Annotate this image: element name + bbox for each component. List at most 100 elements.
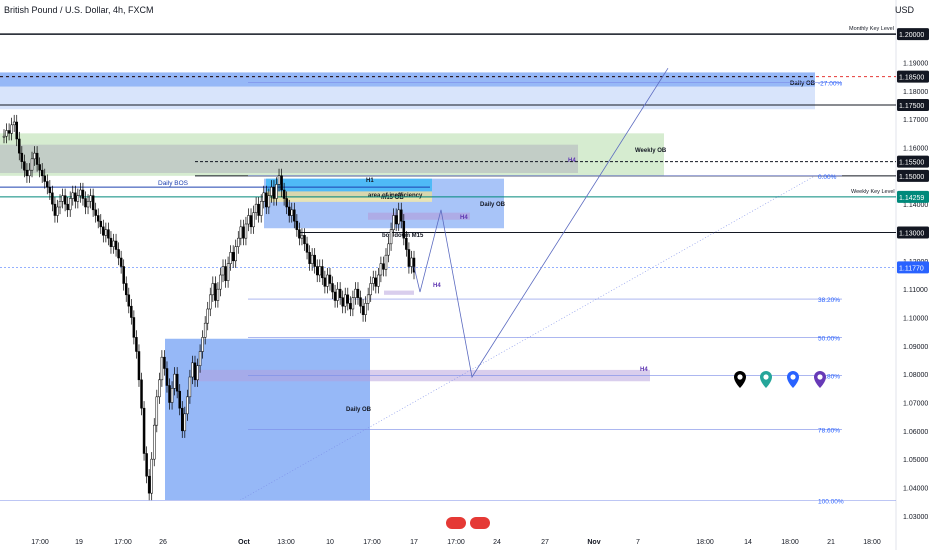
candle-body-35	[91, 195, 95, 211]
candle-body-79	[203, 322, 207, 338]
x-tick-0: 17:00	[31, 539, 49, 546]
x-tick-8: 17	[410, 539, 418, 546]
candle-body-94	[242, 226, 245, 239]
candle-body-102	[262, 192, 266, 202]
y-tick-8: 1.11000	[903, 287, 928, 294]
x-tick-13: 7	[636, 539, 640, 546]
x-tick-6: 10	[326, 539, 334, 546]
candle-body-133	[341, 297, 344, 307]
zone-label-5: H1	[366, 178, 374, 184]
y-tick-3: 1.06000	[903, 429, 928, 436]
candle-body-84	[216, 288, 220, 301]
candle-body-36	[94, 209, 97, 216]
candle-body-117	[300, 235, 304, 239]
zone-label-4: Daily OB	[480, 202, 506, 208]
y-tick-5: 1.08000	[903, 372, 928, 379]
candle-body-129	[331, 283, 334, 293]
price-flag-6	[897, 226, 929, 239]
candle-body-27	[71, 192, 75, 199]
candle-body-145	[372, 277, 375, 284]
y-tick-11: 1.14000	[903, 202, 928, 209]
price-flag-label-1: 1.18500	[899, 75, 924, 82]
candle-body-118	[303, 235, 306, 245]
fib-label-0: -27.00%	[818, 80, 842, 87]
candle-body-70	[181, 407, 184, 432]
candle-body-8	[23, 161, 26, 171]
monthly-key-level-label: Monthly Key Level	[849, 26, 894, 32]
zone-7	[266, 197, 432, 202]
candle-body-88	[226, 263, 230, 281]
candle-body-72	[186, 396, 189, 415]
candle-body-153	[392, 215, 395, 230]
fib-label-6: 100.00%	[818, 498, 844, 505]
x-tick-16: 18:00	[781, 539, 799, 546]
y-tick-15: 1.18000	[903, 89, 928, 96]
price-flag-3	[897, 155, 929, 168]
x-tick-7: 17:00	[363, 539, 381, 546]
candle-body-92	[237, 237, 240, 247]
map-pin-icon-2	[787, 371, 799, 388]
candle-body-20	[53, 203, 57, 216]
candle-body-42	[109, 237, 113, 247]
candle-body-22	[58, 201, 62, 208]
price-flag-label-6: 1.13000	[899, 231, 924, 238]
candle-body-57	[147, 475, 151, 494]
candle-body-86	[221, 266, 225, 276]
candle-body-134	[343, 294, 347, 307]
candle-body-26	[68, 198, 72, 211]
candle-body-125	[321, 266, 324, 279]
candle-body-25	[66, 203, 69, 211]
candle-body-75	[193, 362, 197, 381]
candle-body-131	[336, 288, 339, 301]
price-flag-label-5: 1.14259	[899, 195, 924, 202]
candle-body-144	[369, 283, 372, 296]
candle-body-59	[152, 424, 156, 460]
candle-body-50	[130, 305, 133, 318]
candle-body-146	[374, 277, 378, 287]
candle-body-115	[295, 220, 299, 230]
candle-body-159	[407, 249, 411, 267]
candle-body-106	[272, 186, 276, 199]
x-tick-18: 18:00	[863, 539, 881, 546]
fib-label-3: 50.00%	[818, 335, 840, 342]
candle-body-23	[61, 195, 64, 202]
candle-body-1	[5, 130, 8, 137]
candle-body-28	[74, 192, 77, 202]
map-pin-icon-3	[814, 371, 826, 388]
candle-body-148	[379, 263, 383, 276]
zone-label-10: Daily OB	[346, 407, 372, 413]
candle-body-52	[135, 337, 138, 352]
candle-body-33	[86, 201, 90, 208]
candle-body-149	[382, 263, 385, 270]
x-tick-10: 24	[493, 539, 501, 546]
zone-label-2: Weekly OB	[635, 148, 667, 154]
candle-body-10	[28, 169, 31, 177]
event-badge-1[interactable]	[446, 517, 466, 529]
candle-body-81	[209, 294, 212, 310]
candle-body-96	[247, 215, 250, 225]
candle-body-45	[117, 249, 120, 259]
event-badge-2[interactable]	[470, 517, 490, 529]
price-flag-label-7: 1.11770	[899, 265, 924, 272]
x-tick-4: Oct	[238, 539, 250, 546]
candle-body-16	[43, 175, 46, 182]
map-pin-icon-1	[760, 371, 772, 388]
candle-body-46	[119, 257, 123, 267]
price-flag-label-4: 1.15000	[899, 174, 924, 181]
y-tick-14: 1.17000	[903, 117, 928, 124]
zone-label-11: H4	[640, 367, 648, 373]
fib-label-1: 0.00%	[818, 174, 837, 181]
candle-body-19	[51, 192, 54, 205]
candle-body-37	[96, 215, 100, 222]
candle-body-119	[305, 243, 309, 253]
candle-body-89	[229, 252, 232, 264]
zone-label-6: area of inefficiency	[368, 193, 423, 199]
candle-body-130	[333, 291, 337, 301]
candle-body-123	[315, 266, 319, 276]
candle-body-139	[356, 288, 360, 298]
candle-body-111	[285, 198, 288, 208]
candle-body-60	[155, 396, 159, 426]
zone-1	[0, 86, 815, 110]
candle-body-136	[349, 303, 352, 310]
